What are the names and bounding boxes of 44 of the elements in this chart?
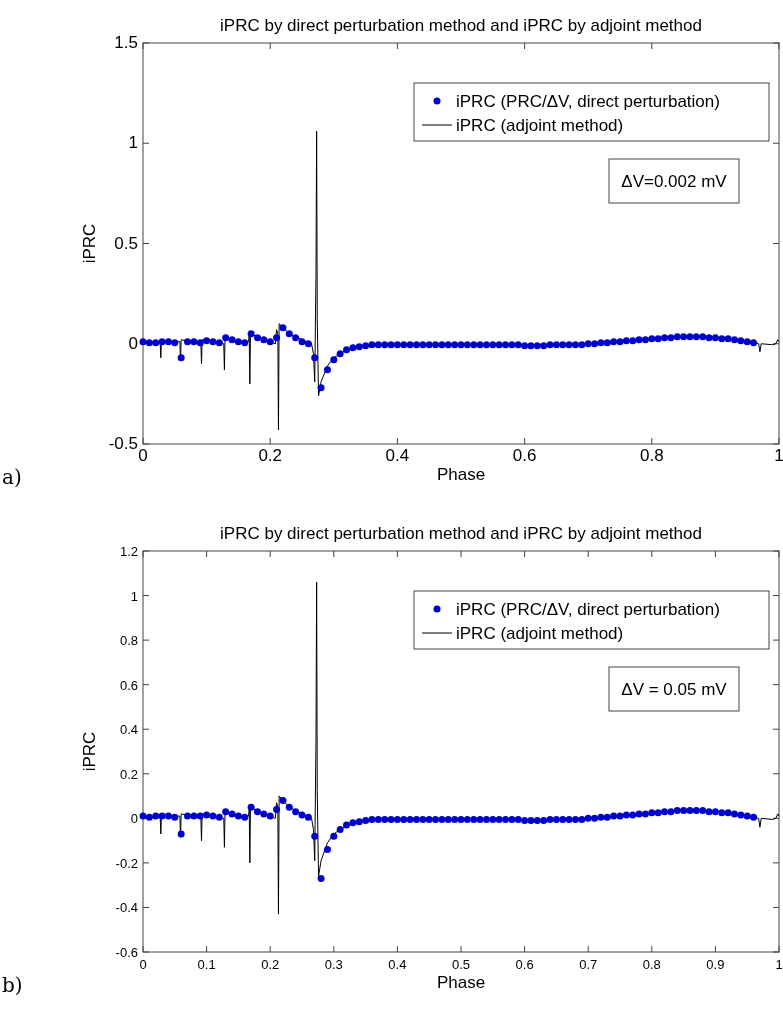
x-tick-label: 0.2	[258, 446, 283, 465]
y-axis-title: iPRC	[80, 731, 99, 772]
x-tick-label: 1	[774, 446, 783, 465]
text: b)	[2, 973, 23, 997]
text: a)	[2, 465, 22, 489]
x-tick-label: 0.1	[197, 957, 216, 972]
y-tick-label: 0.4	[119, 722, 138, 738]
y-tick-label: 1.5	[114, 33, 138, 52]
chart-title: iPRC by direct perturbation method and iPRC by adjoint method	[220, 16, 702, 35]
x-tick-label: 0.3	[324, 957, 343, 972]
x-tick-label: 0.9	[706, 957, 725, 972]
x-tick-label: 0.8	[639, 446, 664, 465]
legend-label: iPRC (adjoint method)	[456, 116, 624, 135]
y-tick-label: 1.2	[119, 544, 138, 559]
y-tick-label: -0.6	[115, 945, 138, 960]
chart-title: iPRC by direct perturbation method and iPRC by adjoint method	[220, 524, 702, 543]
x-tick-label: 1	[775, 957, 783, 972]
x-tick-label: 0.8	[642, 957, 661, 972]
x-tick-label: 0.5	[451, 957, 471, 972]
legend-label: iPRC (PRC/ΔV, direct perturbation)	[456, 600, 720, 619]
x-tick-label: 0.4	[388, 957, 407, 972]
x-tick-label: 0.2	[261, 957, 280, 972]
x-tick-label: 0.4	[385, 446, 410, 465]
x-axis-title: Phase	[436, 465, 486, 484]
y-tick-label: 0.8	[119, 633, 138, 649]
x-tick-label: 0.6	[512, 446, 537, 465]
y-tick-label: 1	[128, 133, 138, 153]
y-tick-label: 0.2	[119, 766, 138, 782]
annotation: ΔV = 0.05 mV	[621, 680, 728, 699]
y-tick-label: -0.2	[115, 855, 138, 871]
y-tick-label: 0	[130, 811, 138, 827]
legend-label: iPRC (PRC/ΔV, direct perturbation)	[456, 92, 720, 111]
y-tick-label: -0.5	[108, 434, 138, 453]
y-tick-label: -0.4	[115, 900, 138, 916]
annotation: ΔV=0.002 mV	[621, 172, 728, 191]
x-axis-title: Phase	[436, 973, 486, 992]
y-tick-label: 0	[128, 333, 138, 353]
y-axis-title: iPRC	[80, 223, 99, 264]
y-tick-label: 0.5	[114, 233, 138, 253]
x-tick-label: 0.6	[515, 957, 534, 972]
y-tick-label: 1	[130, 588, 138, 604]
legend-label: iPRC (adjoint method)	[456, 624, 624, 643]
y-tick-label: 0.6	[119, 677, 138, 693]
x-tick-label: 0.7	[579, 957, 598, 972]
